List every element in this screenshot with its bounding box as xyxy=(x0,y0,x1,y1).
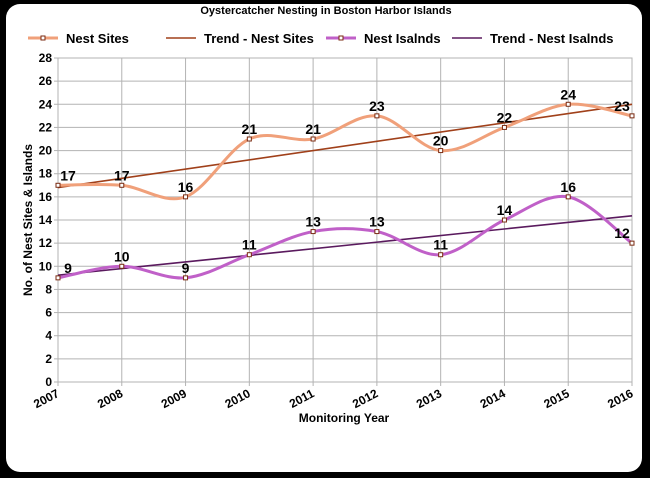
legend-label: Nest Isalnds xyxy=(364,31,441,46)
x-tick-label: 2009 xyxy=(159,386,189,411)
data-label: 12 xyxy=(614,225,630,241)
x-tick-label: 2007 xyxy=(31,386,61,411)
data-label: 17 xyxy=(114,167,130,183)
data-label: 11 xyxy=(433,237,448,253)
y-tick-label: 20 xyxy=(39,144,53,158)
x-tick-label: 2010 xyxy=(223,386,253,411)
y-tick-label: 4 xyxy=(45,329,52,343)
y-tick-label: 0 xyxy=(45,375,52,389)
data-point xyxy=(374,229,380,235)
data-label: 16 xyxy=(178,179,194,195)
legend-marker xyxy=(338,35,344,41)
data-label: 21 xyxy=(242,121,258,137)
trend-line-3 xyxy=(57,214,633,276)
chart-title: Oystercatcher Nesting in Boston Harbor I… xyxy=(200,5,451,17)
data-point xyxy=(246,252,252,258)
series-line-0 xyxy=(57,102,633,201)
data-point xyxy=(629,113,635,119)
grid xyxy=(57,57,633,383)
data-label: 14 xyxy=(497,202,513,218)
y-tick-label: 18 xyxy=(39,167,53,181)
x-axis-label: Monitoring Year xyxy=(299,411,390,425)
data-point xyxy=(438,148,444,154)
data-labels: 17 17 16 21 21 23 20 22 24 23 9 10 9 11 13 13 11 14 16 12 xyxy=(60,86,630,276)
legend-label: Nest Sites xyxy=(66,31,129,46)
y-tick-label: 26 xyxy=(39,74,53,88)
legend-label: Trend - Nest Isalnds xyxy=(490,31,614,46)
x-tick-label: 2014 xyxy=(478,386,508,411)
data-point xyxy=(310,229,316,235)
data-label: 17 xyxy=(60,167,76,183)
legend: Nest Sites Trend - Nest Sites Nest Isalnds… xyxy=(28,31,614,46)
data-point xyxy=(55,182,61,188)
y-tick-label: 14 xyxy=(39,213,53,227)
y-tick-label: 22 xyxy=(39,120,53,134)
series-layer xyxy=(55,101,635,281)
data-label: 13 xyxy=(369,214,385,230)
data-point xyxy=(629,240,635,246)
y-tick-label: 16 xyxy=(39,190,53,204)
data-label: 21 xyxy=(305,121,321,137)
data-label: 13 xyxy=(305,214,321,230)
data-point xyxy=(183,275,189,281)
legend-label: Trend - Nest Sites xyxy=(204,31,314,46)
data-point xyxy=(183,194,189,200)
data-point xyxy=(55,275,61,281)
data-label: 20 xyxy=(433,133,449,149)
y-tick-label: 12 xyxy=(39,236,53,250)
data-point xyxy=(374,113,380,119)
series-line-2 xyxy=(57,194,633,280)
data-label: 9 xyxy=(182,260,190,276)
data-point xyxy=(501,217,507,223)
x-tick-label: 2012 xyxy=(350,386,380,411)
y-tick-label: 6 xyxy=(45,306,52,320)
y-tick-label: 2 xyxy=(45,352,52,366)
data-label: 23 xyxy=(369,98,385,114)
data-label: 23 xyxy=(614,98,630,114)
data-point xyxy=(565,194,571,200)
data-label: 11 xyxy=(242,237,257,253)
x-tick-label: 2016 xyxy=(605,386,635,411)
data-point xyxy=(246,136,252,142)
data-label: 22 xyxy=(497,109,513,125)
y-tick-label: 10 xyxy=(39,259,53,273)
data-point xyxy=(565,101,571,107)
x-tick-label: 2011 xyxy=(287,386,317,411)
legend-marker xyxy=(40,35,46,41)
data-point xyxy=(310,136,316,142)
data-point xyxy=(119,182,125,188)
y-tick-label: 8 xyxy=(45,282,52,296)
y-tick-label: 24 xyxy=(39,97,53,111)
data-label: 24 xyxy=(560,86,576,102)
y-axis-label: No. of Nest Sites & Islands xyxy=(21,144,35,296)
trend-line-1 xyxy=(57,103,633,189)
data-label: 9 xyxy=(64,260,72,276)
x-tick-label: 2015 xyxy=(541,386,571,411)
data-point xyxy=(501,124,507,130)
x-tick-label: 2008 xyxy=(95,386,125,411)
y-tick-label: 28 xyxy=(39,51,53,65)
x-tick-label: 2013 xyxy=(414,386,444,411)
data-point xyxy=(119,263,125,269)
data-point xyxy=(438,252,444,258)
data-label: 16 xyxy=(560,179,576,195)
data-label: 10 xyxy=(114,248,130,264)
